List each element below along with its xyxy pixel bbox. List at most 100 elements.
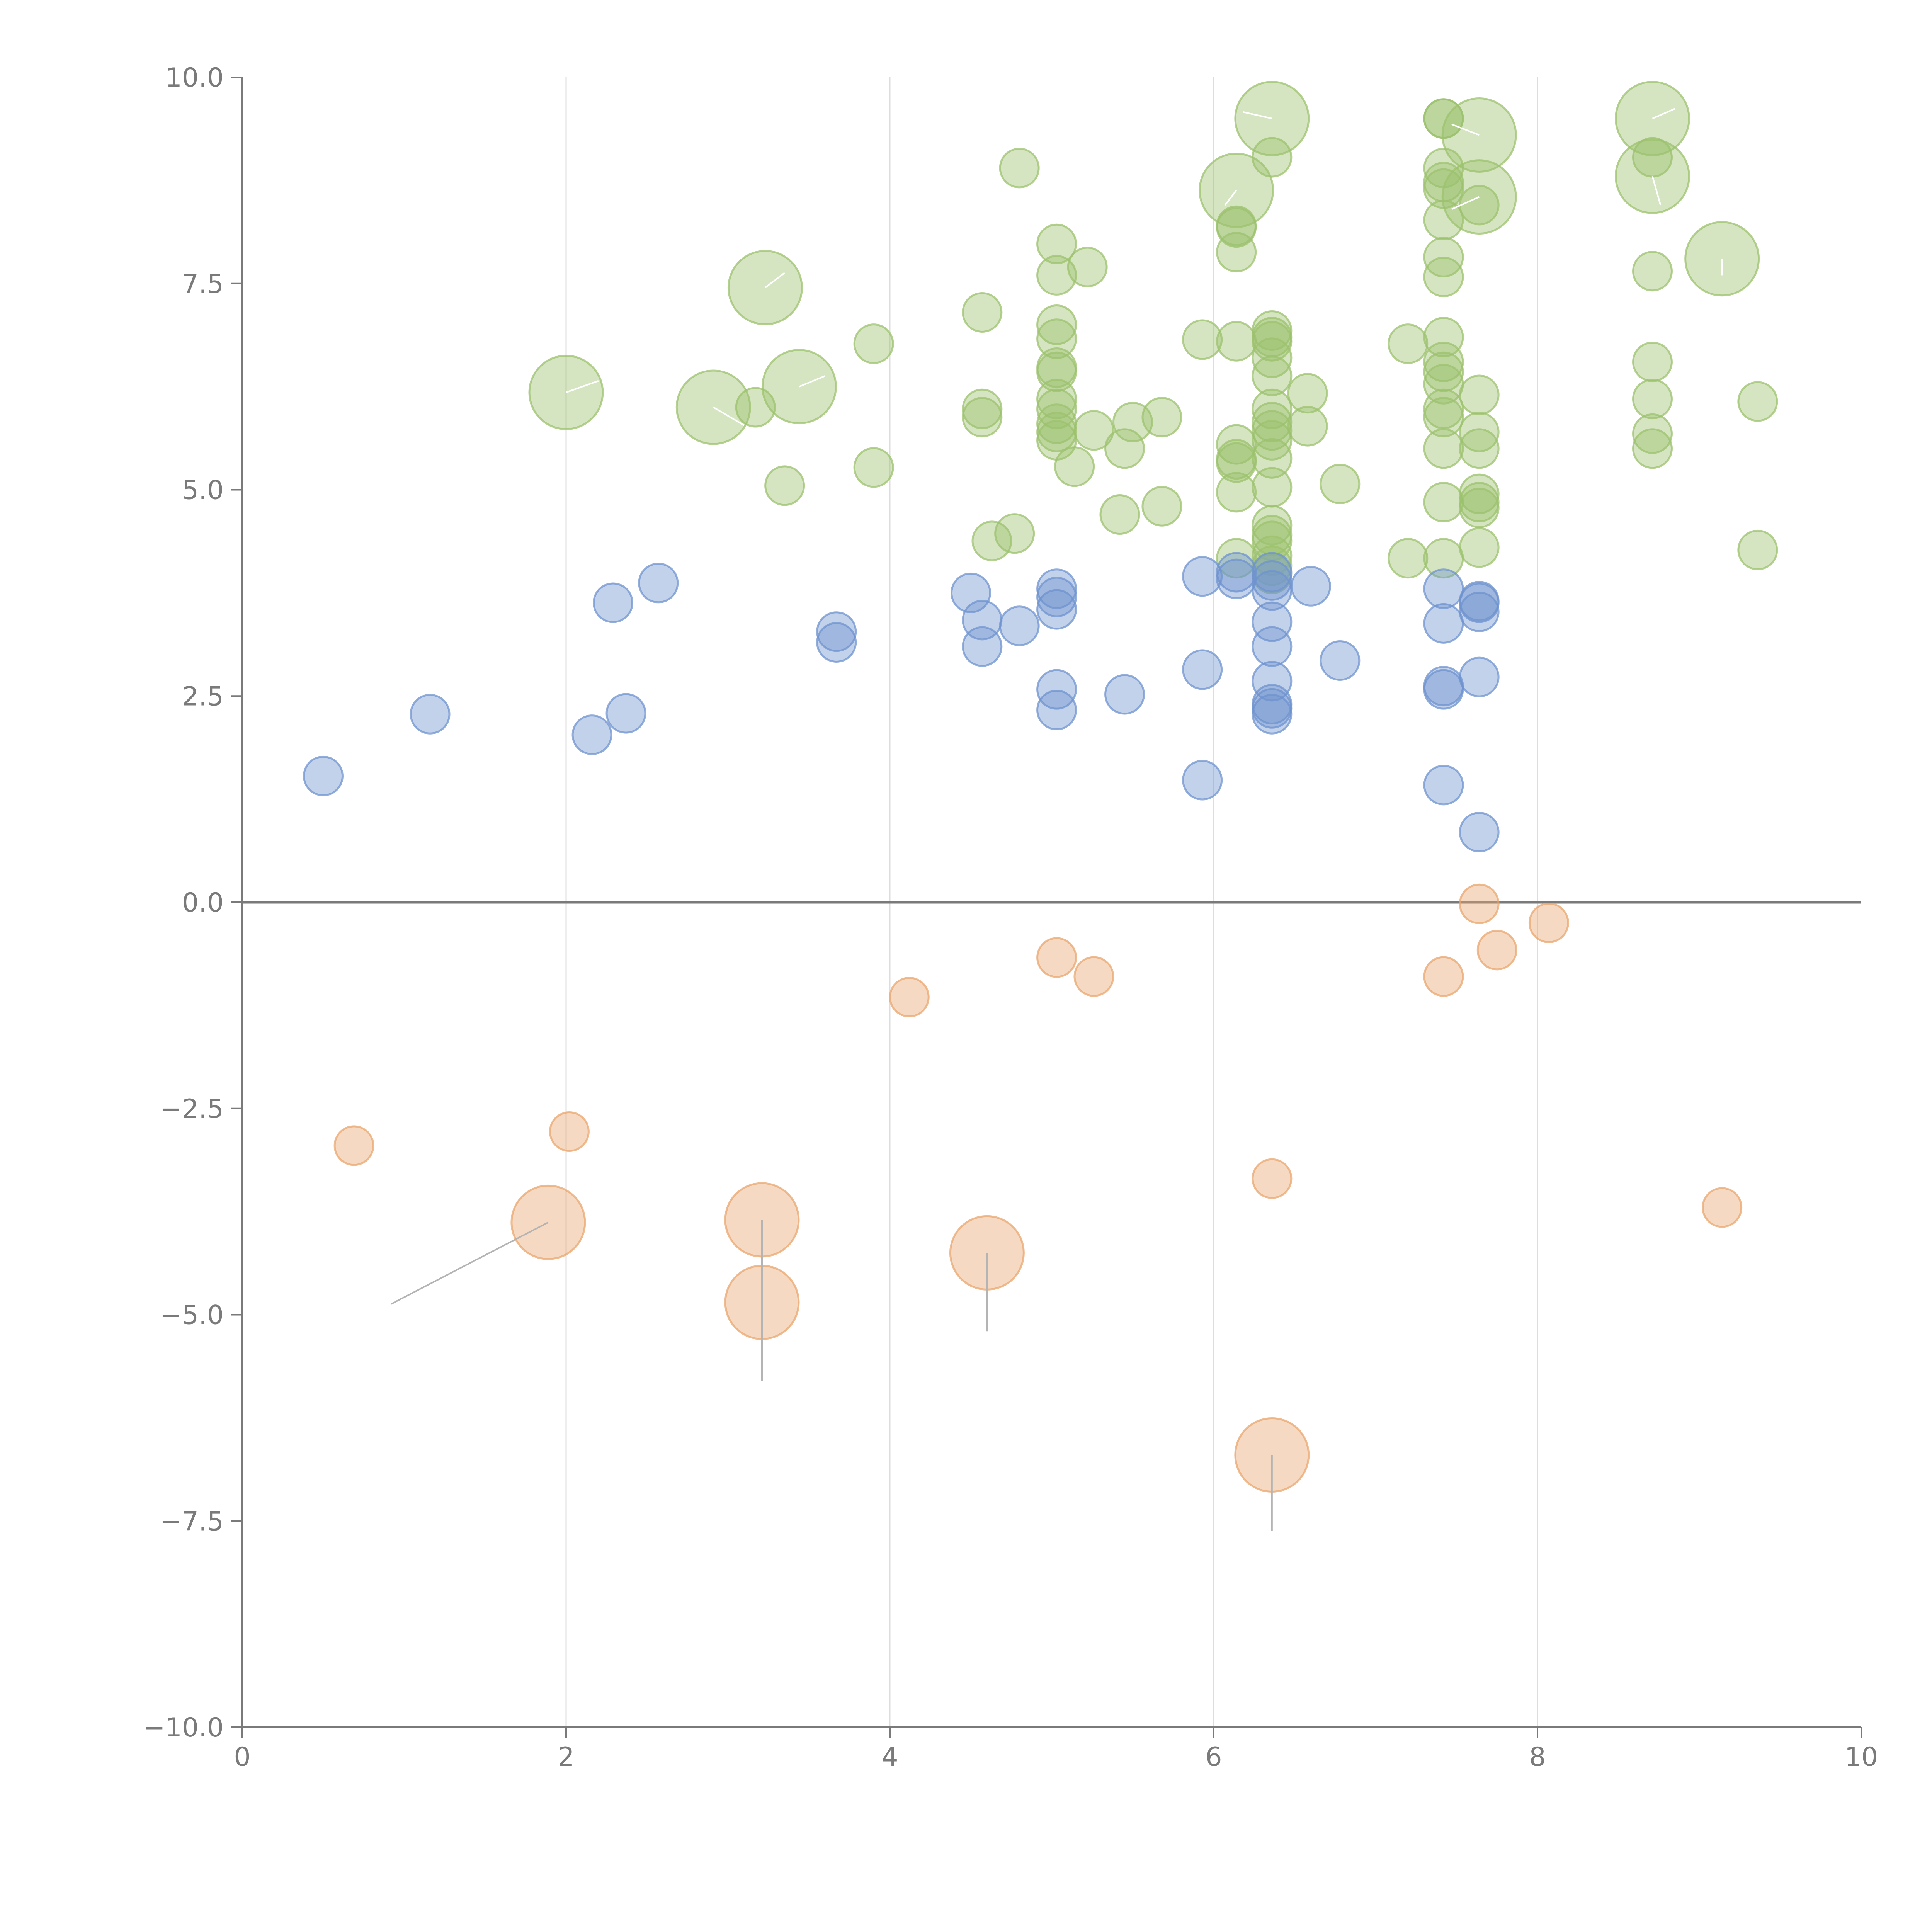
bubble-point-high: [1252, 535, 1293, 576]
bubble-point-high: [1423, 482, 1464, 523]
bubble-point-high: [1252, 410, 1293, 451]
bubble-point-high: [1737, 529, 1778, 570]
bubble-point-high: [1423, 317, 1464, 358]
bubble-point-high: [1459, 374, 1500, 415]
bubble-point-high: [1216, 538, 1257, 579]
bubble-point-mid: [1252, 560, 1293, 601]
bubble-point-high: [962, 292, 1003, 333]
axis-layer: 0 2 4 6 8 10 10.0 7.5 5.0 2.5 0.0 −2.5 −5.0 −7.5 −10.0: [143, 63, 1878, 1772]
label-leader-line: [1451, 196, 1480, 210]
bubble-point-mid: [816, 611, 857, 652]
bubble-point-high: [1320, 464, 1361, 505]
bubble-point-high: [1632, 342, 1673, 383]
bubble-point-high: [1388, 323, 1429, 364]
y-tick-label: 7.5: [182, 269, 224, 299]
bubble-point-low: [1073, 956, 1114, 997]
bubble-point-mid: [1290, 566, 1331, 607]
bubble-point-high: [1216, 321, 1257, 362]
label-leader-line: [391, 1221, 549, 1305]
bubble-point-high: [1216, 424, 1257, 465]
bubble-point-high: [1459, 527, 1500, 568]
bubble-point-mid: [605, 693, 646, 734]
bubble-point-mid: [1252, 694, 1293, 735]
bubble-point-high: [1036, 379, 1077, 420]
bubble-point-high: [1423, 397, 1464, 438]
bubble-point-high: [1216, 442, 1257, 483]
bubble-point-high: [528, 355, 604, 430]
bubble-point-high: [1067, 247, 1108, 287]
bubble-point-high: [1252, 438, 1293, 479]
y-tick-label: −10.0: [143, 1713, 224, 1743]
bubble-point-mid: [1459, 812, 1500, 853]
label-leader-line: [1652, 108, 1675, 119]
bubble-point-mid: [1252, 552, 1293, 593]
x-tick-label: 10: [1845, 1742, 1878, 1772]
bubble-point-high: [1459, 428, 1500, 469]
bubble-point-high: [1252, 355, 1293, 396]
label-leader-line: [713, 406, 745, 426]
bubble-point-mid: [1036, 589, 1077, 630]
bubble-point-mid: [1252, 601, 1293, 642]
bubble-point-mid: [1423, 765, 1464, 806]
bubble-point-high: [1141, 486, 1182, 527]
bubble-point-high: [1632, 379, 1673, 420]
bubble-point-high: [1423, 342, 1464, 383]
bubble-point-high: [853, 323, 894, 364]
bubble-point-high: [1252, 401, 1293, 442]
bubble-point-low: [333, 1125, 374, 1166]
bubble-point-high: [1423, 428, 1464, 469]
bubble-point-mid: [999, 605, 1040, 646]
bubble-point-high: [1252, 467, 1293, 508]
bubble-point-high: [1423, 257, 1464, 298]
bubble-point-mid: [1423, 669, 1464, 710]
bubble-point-mid: [1036, 577, 1077, 617]
bubble-point-high: [853, 447, 894, 488]
bubble-point-high: [1036, 388, 1077, 429]
bubble-point-high: [1252, 420, 1293, 461]
bubble-point-high: [1252, 321, 1293, 362]
bubble-point-mid: [1182, 649, 1223, 690]
bubble-point-mid: [962, 626, 1003, 667]
bubble-point-low: [1528, 902, 1569, 943]
bubble-point-high: [971, 520, 1012, 561]
bubble-point-high: [1287, 373, 1328, 414]
y-tick-label: −5.0: [160, 1300, 224, 1331]
bubble-point-high: [1632, 428, 1673, 469]
bubble-point-low: [1476, 930, 1517, 971]
bubble-point-mid: [1182, 556, 1223, 597]
x-tick-label: 4: [881, 1742, 898, 1772]
label-leader-line: [566, 380, 599, 393]
x-tick-label: 6: [1205, 1742, 1222, 1772]
bubble-point-high: [1252, 388, 1293, 429]
bubble-point-high: [1036, 412, 1077, 452]
bubble-point-mid: [638, 563, 679, 604]
bubble-point-high: [1036, 255, 1077, 296]
bubble-point-high: [1036, 318, 1077, 359]
bubble-point-mid: [1459, 582, 1500, 623]
bubble-point-mid: [1036, 568, 1077, 609]
bubble-point-high: [1252, 337, 1293, 378]
y-tick-label: −2.5: [160, 1094, 224, 1124]
bubble-point-mid: [1182, 760, 1223, 801]
bubble-point-high: [1737, 381, 1778, 422]
bubble-point-mid: [1104, 674, 1145, 715]
label-leader-line: [765, 272, 785, 289]
bubble-point-mid: [303, 755, 344, 796]
bubble-point-mid: [410, 694, 451, 735]
bubble-point-high: [1182, 319, 1223, 360]
bubble-point-high: [1036, 304, 1077, 345]
bubble-point-high: [1632, 251, 1673, 292]
bubble-point-high: [1073, 410, 1114, 451]
bubble-point-mid: [1320, 640, 1361, 681]
bubble-point-high: [1104, 428, 1145, 469]
y-tick-label: −7.5: [160, 1506, 224, 1537]
bubble-point-low: [1702, 1187, 1743, 1228]
bubble-point-low: [1423, 956, 1464, 997]
x-tick-label: 2: [558, 1742, 574, 1772]
bubble-point-mid: [951, 572, 991, 613]
x-tick-label: 8: [1529, 1742, 1546, 1772]
bubble-point-low: [1036, 937, 1077, 978]
label-leader-line: [1451, 123, 1480, 136]
